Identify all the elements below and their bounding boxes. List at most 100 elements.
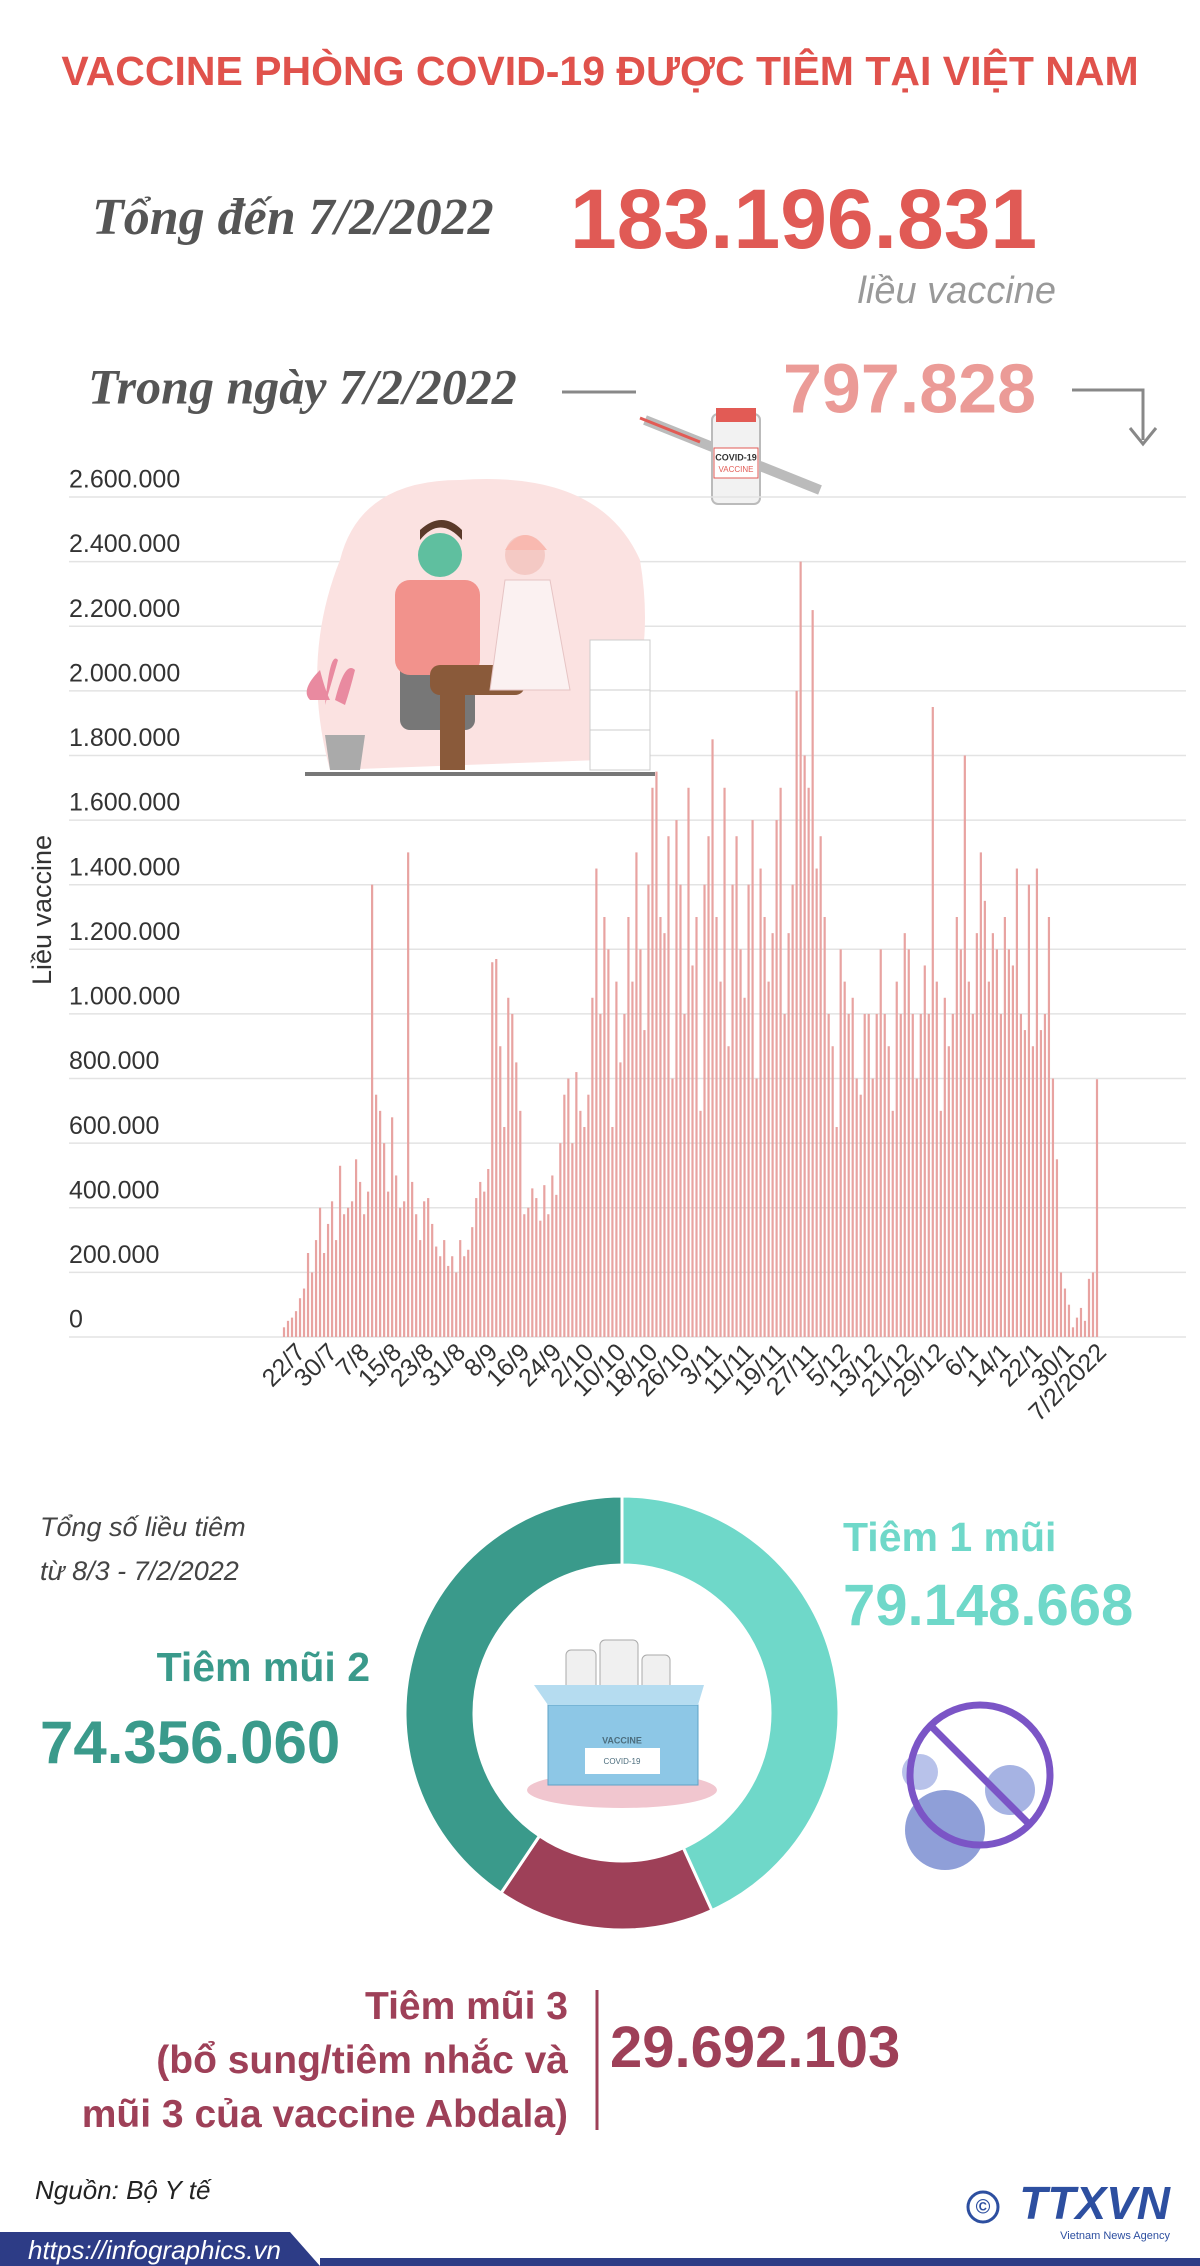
donut-segment <box>620 1494 841 1913</box>
bar <box>919 1013 922 1337</box>
vial-label: VACCINE <box>719 465 754 474</box>
bar <box>419 1240 422 1337</box>
bar <box>314 1240 318 1337</box>
bar <box>883 1013 886 1337</box>
bar <box>591 997 594 1337</box>
bar <box>791 884 794 1337</box>
bar <box>803 755 806 1337</box>
bar <box>747 884 750 1337</box>
bar <box>298 1298 302 1337</box>
bar <box>354 1159 358 1337</box>
vaccine-box: VACCINE COVID-19 <box>527 1639 717 1808</box>
bar <box>915 1078 918 1337</box>
bar <box>1079 1307 1083 1337</box>
y-tick-label: 400.000 <box>69 1176 159 1204</box>
source: Nguồn: Bộ Y tế <box>35 2175 212 2205</box>
bar <box>282 1327 286 1337</box>
bar <box>407 852 410 1337</box>
bar <box>1039 1030 1043 1337</box>
legend-value: 79.148.668 <box>843 1573 1134 1638</box>
y-tick-label: 1.000.000 <box>69 983 180 1011</box>
bar <box>443 1240 446 1337</box>
bar <box>379 1110 382 1337</box>
bar <box>1055 1159 1059 1337</box>
bar <box>571 1143 574 1337</box>
bar <box>507 997 510 1337</box>
bar <box>539 1220 542 1337</box>
bar <box>639 949 642 1337</box>
day-value: 797.828 <box>783 349 1036 427</box>
bar <box>1051 1078 1055 1337</box>
bar <box>451 1256 454 1337</box>
bar <box>294 1311 298 1337</box>
logo-sub: Vietnam News Agency <box>1060 2230 1170 2242</box>
bar <box>387 1191 390 1337</box>
bar <box>899 1013 902 1337</box>
bar <box>423 1201 426 1337</box>
bar <box>342 1214 346 1337</box>
bar <box>1087 1278 1091 1337</box>
bar <box>363 1214 366 1337</box>
bar <box>1003 917 1006 1337</box>
bar <box>911 1013 914 1337</box>
bar <box>579 1110 582 1337</box>
bar <box>843 981 846 1337</box>
legend-label: Tiêm mũi 3 (bổ sung/tiêm nhắc và mũi 3 c… <box>81 1985 568 2136</box>
bar <box>979 852 982 1337</box>
bar <box>475 1198 478 1337</box>
bar <box>687 787 690 1337</box>
bar <box>703 884 706 1337</box>
bar <box>467 1249 470 1337</box>
bar <box>647 884 650 1337</box>
bar <box>1071 1327 1075 1337</box>
bar <box>310 1272 314 1337</box>
bar <box>479 1181 482 1337</box>
bar <box>435 1246 438 1337</box>
bar <box>839 949 842 1337</box>
bar <box>603 917 606 1337</box>
bar <box>663 933 666 1337</box>
total-label: Tổng đến 7/2/2022 <box>92 189 494 246</box>
bar <box>739 949 742 1337</box>
bar <box>322 1253 326 1337</box>
day-label: Trong ngày 7/2/2022 <box>88 358 517 414</box>
bar <box>290 1317 294 1337</box>
bar <box>875 1013 878 1337</box>
bar <box>775 820 778 1337</box>
bar <box>667 836 670 1337</box>
bar <box>350 1201 354 1337</box>
bar <box>499 1046 502 1337</box>
bar <box>431 1223 434 1337</box>
y-axis-label: Liều vaccine <box>27 835 57 985</box>
box-label: VACCINE <box>602 1735 642 1745</box>
bar <box>943 997 946 1337</box>
bar <box>807 787 810 1337</box>
bar <box>819 836 822 1337</box>
bar <box>731 884 734 1337</box>
y-tick-label: 2.200.000 <box>69 595 180 623</box>
vial-icon: COVID-19 VACCINE <box>639 408 822 505</box>
bar <box>403 1201 406 1337</box>
bar <box>334 1240 338 1337</box>
copyright-ring <box>966 2190 1000 2224</box>
bar <box>923 965 926 1337</box>
legend-label: Tiêm 1 mũi <box>843 1514 1057 1560</box>
bar <box>931 707 934 1337</box>
bar <box>835 1127 838 1337</box>
bar <box>326 1223 330 1337</box>
bar <box>515 1062 518 1337</box>
bar <box>495 959 498 1337</box>
bar <box>947 1046 950 1337</box>
bar <box>991 933 994 1337</box>
bar <box>643 1030 646 1337</box>
bar <box>727 1046 730 1337</box>
donut-segment <box>498 1833 714 1932</box>
legend-value: 29.692.103 <box>610 2015 901 2080</box>
bar <box>815 868 818 1337</box>
bar <box>1083 1320 1087 1337</box>
bar <box>675 820 678 1337</box>
bar <box>1035 868 1039 1337</box>
bar <box>1047 917 1051 1337</box>
bar <box>871 1078 874 1337</box>
url: https://infographics.vn <box>28 2235 281 2265</box>
